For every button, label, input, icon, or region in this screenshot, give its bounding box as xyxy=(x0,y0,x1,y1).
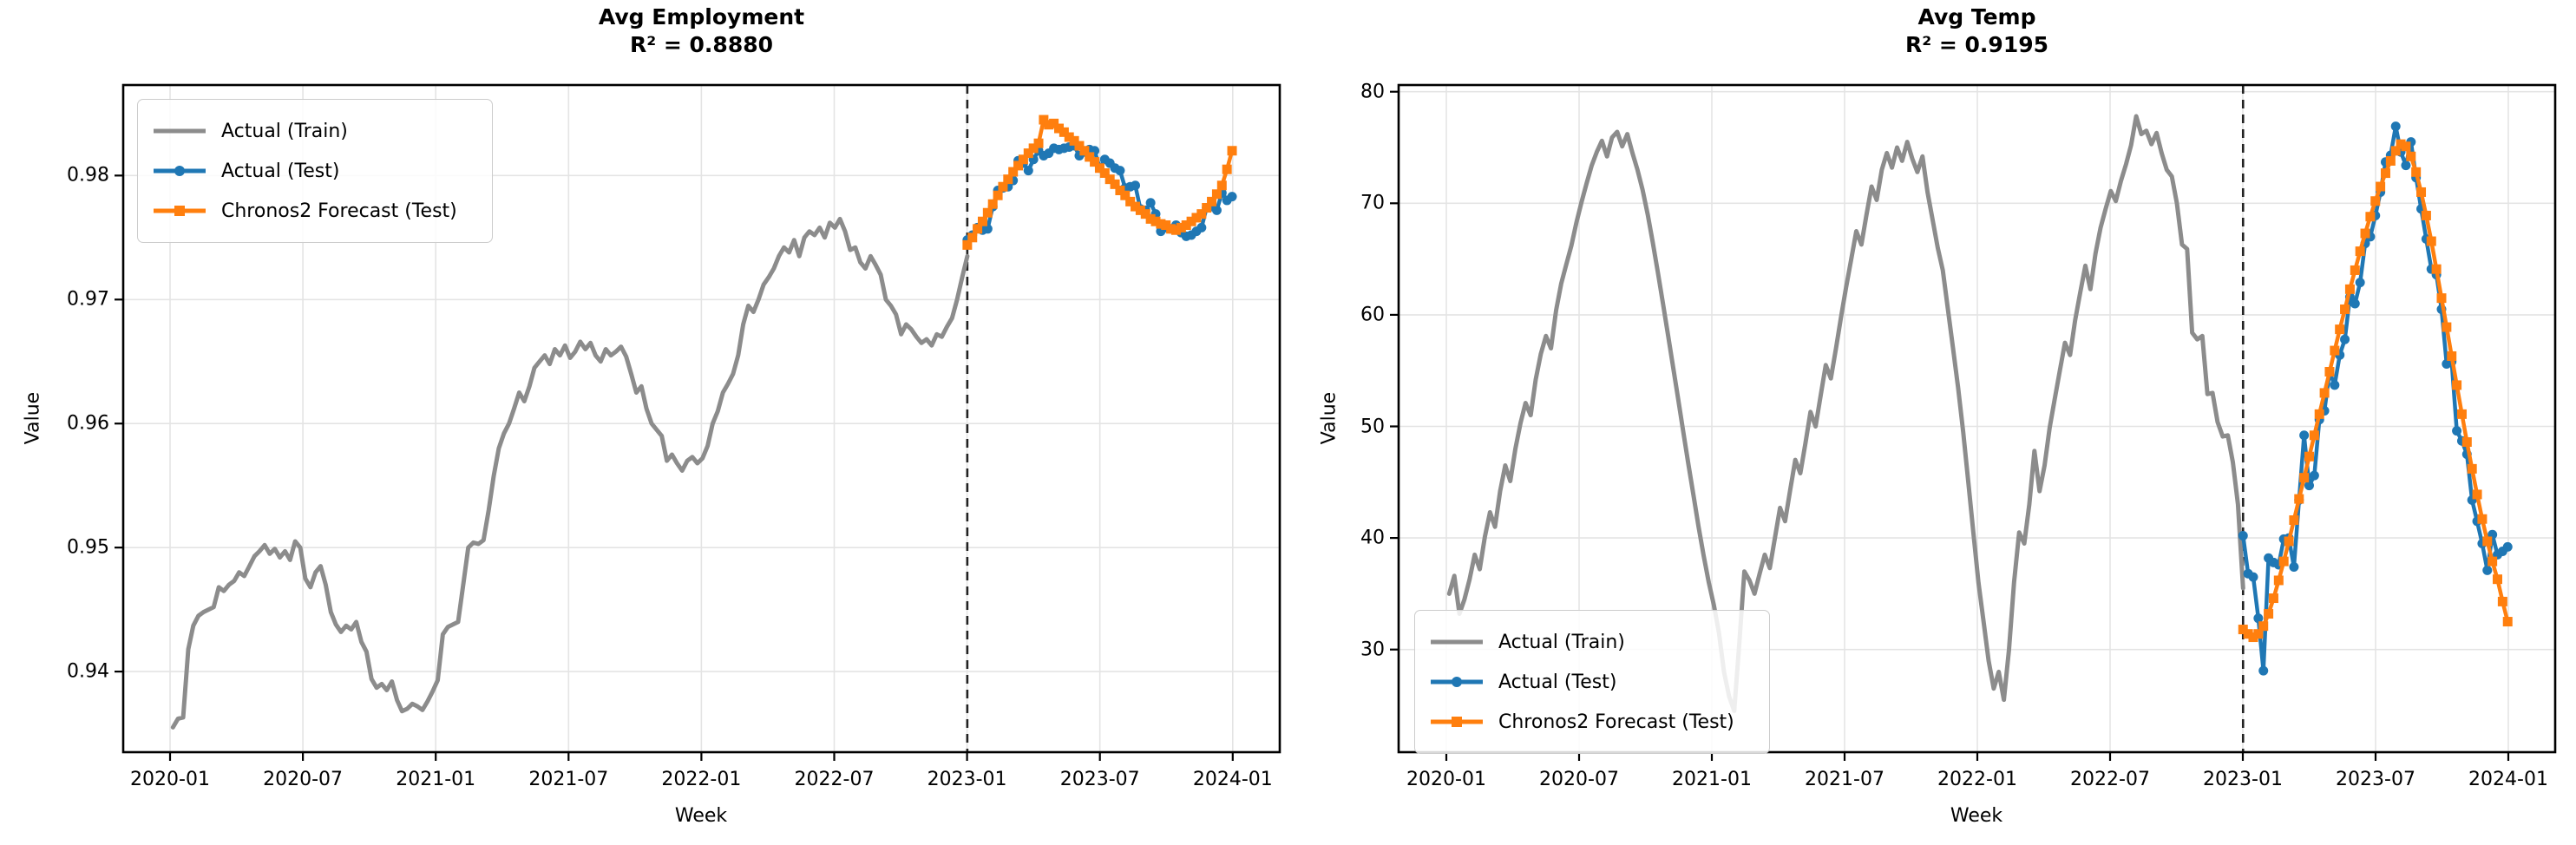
legend-left: Actual (Train) Actual (Test) Chronos2 Fo… xyxy=(137,99,493,243)
x-tick-label: 2020-07 xyxy=(263,769,344,790)
legend-label-train: Actual (Train) xyxy=(1498,631,1625,653)
x-tick-label: 2021-01 xyxy=(1672,769,1752,790)
y-tick-label: 30 xyxy=(1360,639,1385,661)
x-tick-label: 2023-07 xyxy=(1059,769,1140,790)
y-tick-label: 0.95 xyxy=(67,536,109,559)
legend-label-forecast: Chronos2 Forecast (Test) xyxy=(1498,711,1734,733)
y-tick-label: 50 xyxy=(1360,416,1385,437)
legend-label-forecast: Chronos2 Forecast (Test) xyxy=(221,200,457,222)
legend-label-train: Actual (Train) xyxy=(221,120,348,142)
legend-right: Actual (Train) Actual (Test) Chronos2 Fo… xyxy=(1414,610,1770,754)
y-axis-label-right: Value xyxy=(1318,391,1340,445)
x-tick-label: 2022-07 xyxy=(794,769,875,790)
y-tick-label: 60 xyxy=(1360,304,1385,326)
x-tick-label: 2020-01 xyxy=(1406,769,1486,790)
y-tick-label: 0.97 xyxy=(67,288,109,311)
x-tick-label: 2021-01 xyxy=(396,769,476,790)
x-tick-label: 2024-01 xyxy=(2468,769,2548,790)
x-tick-label: 2023-01 xyxy=(927,769,1007,790)
legend-item-test: Actual (Test) xyxy=(152,151,478,191)
y-axis-label-left: Value xyxy=(22,391,44,445)
legend-item-forecast: Chronos2 Forecast (Test) xyxy=(1429,702,1755,742)
legend-label-test: Actual (Test) xyxy=(221,160,340,182)
x-tick-label: 2021-07 xyxy=(528,769,609,790)
x-tick-label: 2023-01 xyxy=(2203,769,2283,790)
x-tick-label: 2021-07 xyxy=(1805,769,1884,790)
x-tick-label: 2022-01 xyxy=(1937,769,2017,790)
chart-title-right-text: Avg Temp xyxy=(1917,4,2036,29)
chart-title-left: Avg Employment R² = 0.8880 xyxy=(123,3,1280,59)
legend-item-test: Actual (Test) xyxy=(1429,662,1755,702)
chart-subtitle-left-r2: R² = 0.8880 xyxy=(629,32,774,57)
x-tick-label: 2020-07 xyxy=(1539,769,1619,790)
y-tick-label: 40 xyxy=(1360,527,1385,549)
forecast-line-sample-icon xyxy=(1431,717,1483,727)
y-tick-label: 0.94 xyxy=(67,660,109,683)
x-tick-label: 2024-01 xyxy=(1192,769,1273,790)
x-tick-label: 2022-07 xyxy=(2070,769,2150,790)
forecast-line-sample-icon xyxy=(154,206,206,216)
x-tick-label: 2020-01 xyxy=(130,769,210,790)
train-line-sample-icon xyxy=(154,128,206,134)
x-tick-label: 2022-01 xyxy=(661,769,742,790)
chart-title-right: Avg Temp R² = 0.9195 xyxy=(1399,3,2555,59)
chart-title-left-text: Avg Employment xyxy=(598,4,805,29)
legend-item-forecast: Chronos2 Forecast (Test) xyxy=(152,191,478,231)
chart-subtitle-right-r2: R² = 0.9195 xyxy=(1904,32,2049,57)
y-tick-label: 0.96 xyxy=(67,412,109,435)
y-tick-label: 70 xyxy=(1360,192,1385,214)
legend-label-test: Actual (Test) xyxy=(1498,671,1617,693)
test-line-sample-icon xyxy=(154,166,206,176)
x-axis-label-right: Week xyxy=(1950,805,2003,827)
y-tick-label: 0.98 xyxy=(67,164,109,187)
test-line-sample-icon xyxy=(1431,677,1483,687)
x-tick-label: 2023-07 xyxy=(2336,769,2415,790)
legend-item-train: Actual (Train) xyxy=(152,111,478,151)
x-axis-label-left: Week xyxy=(674,805,728,827)
legend-item-train: Actual (Train) xyxy=(1429,622,1755,662)
y-tick-label: 80 xyxy=(1360,81,1385,103)
train-line-sample-icon xyxy=(1431,639,1483,645)
